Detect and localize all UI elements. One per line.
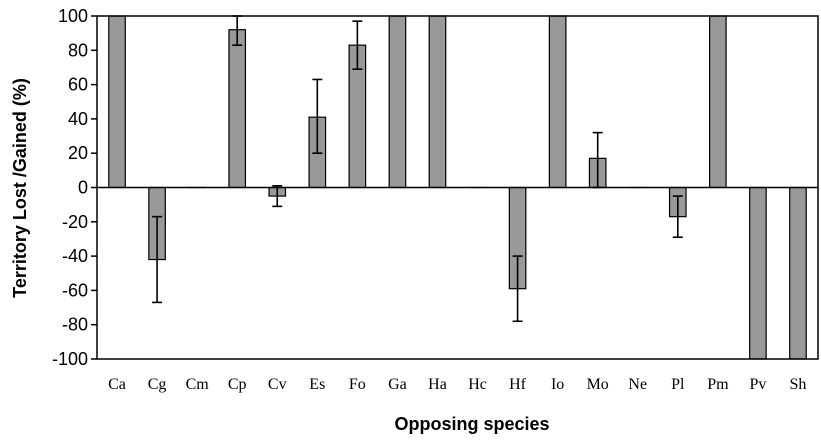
- y-tick-label: -100: [52, 349, 88, 369]
- y-tick-label: -40: [62, 246, 88, 266]
- y-tick-label: 20: [68, 143, 88, 163]
- bar-io: [549, 16, 566, 188]
- y-tick-label: -20: [62, 212, 88, 232]
- x-tick-label-pv: Pv: [749, 376, 766, 393]
- x-tick-label-hc: Hc: [468, 376, 487, 393]
- x-tick-label-cv: Cv: [268, 376, 287, 393]
- y-tick-label: -60: [62, 280, 88, 300]
- x-tick-label-ha: Ha: [428, 376, 447, 393]
- y-tick-label: 100: [58, 6, 88, 26]
- y-axis-title: Territory Lost /Gained (%): [10, 78, 30, 298]
- x-tick-label-io: Io: [551, 376, 564, 393]
- bar-cp: [229, 30, 246, 188]
- bar-pm: [710, 16, 727, 188]
- y-tick-label: 60: [68, 75, 88, 95]
- x-tick-label-pl: Pl: [671, 376, 685, 393]
- y-tick-labels: 100 80 60 40 20 0 -20 -40 -60 -80 -100: [52, 6, 88, 369]
- x-tick-label-ga: Ga: [388, 376, 407, 393]
- x-tick-label-ca: Ca: [108, 376, 126, 393]
- y-tick-label: 80: [68, 40, 88, 60]
- bar-pv: [750, 188, 767, 360]
- y-tick-label: 0: [78, 178, 88, 198]
- axes-layer: [91, 16, 818, 359]
- x-tick-label-cp: Cp: [228, 376, 247, 393]
- x-tick-label-es: Es: [309, 376, 325, 393]
- x-tick-label-hf: Hf: [509, 376, 527, 393]
- bar-ha: [429, 16, 446, 188]
- y-tick-label: 40: [68, 109, 88, 129]
- bar-sh: [790, 188, 807, 360]
- y-tick-label: -80: [62, 315, 88, 335]
- x-tick-label-fo: Fo: [349, 376, 366, 393]
- x-tick-label-pm: Pm: [707, 376, 729, 393]
- bar-ca: [109, 16, 126, 188]
- x-tick-label-ne: Ne: [628, 376, 647, 393]
- bar-ga: [389, 16, 406, 188]
- x-tick-label-cm: Cm: [186, 376, 210, 393]
- x-tick-label-cg: Cg: [148, 376, 167, 393]
- x-tick-label-mo: Mo: [587, 376, 609, 393]
- x-axis-title: Opposing species: [394, 414, 549, 434]
- x-tick-labels: Ca Cg Cm Cp Cv Es Fo Ga Ha Hc Hf Io Mo Ne Pl Pm Pv Sh: [108, 376, 806, 393]
- x-tick-label-sh: Sh: [790, 376, 807, 393]
